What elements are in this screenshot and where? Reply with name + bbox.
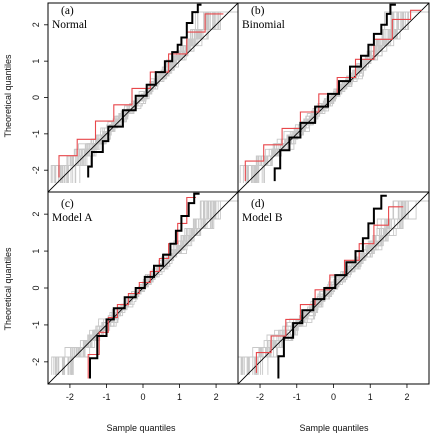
y-tick-label: -2: [31, 358, 41, 366]
plot-content: [238, 192, 429, 384]
x-tick-label: 1: [368, 392, 373, 402]
x-tick-label: -1: [102, 392, 110, 402]
panel-letter: (c): [61, 198, 74, 210]
reference-line: [87, 196, 196, 379]
y-tick-label: 0: [31, 285, 41, 290]
plot-content: [238, 3, 429, 192]
y-tick-label: 1: [31, 59, 41, 64]
panel-binomial: (b) Binomial: [237, 2, 430, 193]
panel-model-a: (c) Model A: [47, 191, 239, 385]
x-tick-label: 2: [214, 392, 219, 402]
envelope-line: [74, 11, 229, 183]
observed-line: [89, 192, 200, 379]
panel-name: Normal: [52, 19, 87, 31]
y-tick-label: -2: [31, 166, 41, 174]
envelope-line: [247, 11, 404, 183]
panel-model-a-plot-area: [47, 191, 239, 385]
x-tick-label: 1: [177, 392, 182, 402]
y-axis-title-bottom: Theoretical quantiles: [3, 247, 13, 331]
panel-normal-plot-area: [47, 2, 239, 193]
y-tick-label: 2: [31, 22, 41, 27]
panel-normal: (a) Normal: [47, 2, 239, 193]
x-tick-label: -2: [256, 392, 264, 402]
panel-name: Binomial: [242, 19, 285, 31]
envelope-line: [75, 11, 227, 183]
x-tick-label: -2: [66, 392, 74, 402]
x-tick-label: 0: [140, 392, 145, 402]
y-axis-title-top: Theoretical quantiles: [3, 54, 13, 138]
x-tick-label: -1: [293, 392, 301, 402]
x-tick-label: 0: [331, 392, 336, 402]
observed-line: [273, 3, 396, 182]
panel-name: Model A: [52, 212, 93, 224]
envelope-line: [71, 200, 224, 375]
x-axis-title-right: Sample quantiles: [299, 423, 369, 433]
envelope-line: [247, 11, 429, 183]
panel-model-b-plot-area: [237, 191, 430, 385]
panel-binomial-plot-area: [237, 2, 430, 193]
envelope-line: [251, 11, 422, 183]
envelope-line: [68, 11, 238, 183]
panel-letter: (b): [251, 5, 265, 17]
envelope-line: [68, 200, 238, 375]
panel-model-b: (d) Model B: [237, 191, 430, 385]
envelope-line: [246, 200, 429, 375]
x-tick-labels-right: -2 -1 0 1 2: [256, 384, 409, 402]
panel-name: Model B: [242, 212, 283, 224]
y-tick-label: 0: [31, 95, 41, 100]
x-tick-label: 2: [404, 392, 409, 402]
reference-line: [255, 206, 404, 373]
y-tick-label: 2: [31, 212, 41, 217]
diagonal-line: [48, 3, 238, 192]
observed-line: [87, 3, 202, 178]
plot-content: [48, 192, 238, 384]
panel-letter: (a): [61, 5, 74, 17]
x-axis-title-left: Sample quantiles: [106, 423, 176, 433]
envelope-line: [255, 200, 422, 375]
y-tick-label: -1: [31, 321, 41, 329]
y-tick-label: 1: [31, 249, 41, 254]
panel-letter: (d): [251, 198, 265, 210]
y-tick-label: -1: [31, 130, 41, 138]
y-tick-labels-bottom: -2 -1 0 1 2: [31, 212, 48, 366]
y-tick-labels-top: -2 -1 0 1 2: [31, 22, 48, 174]
plot-content: [48, 3, 238, 192]
x-tick-labels-left: -2 -1 0 1 2: [66, 384, 219, 402]
diagonal-line: [238, 3, 429, 192]
observed-line: [277, 194, 387, 379]
envelope-line: [256, 11, 412, 183]
envelope-line: [62, 200, 232, 375]
